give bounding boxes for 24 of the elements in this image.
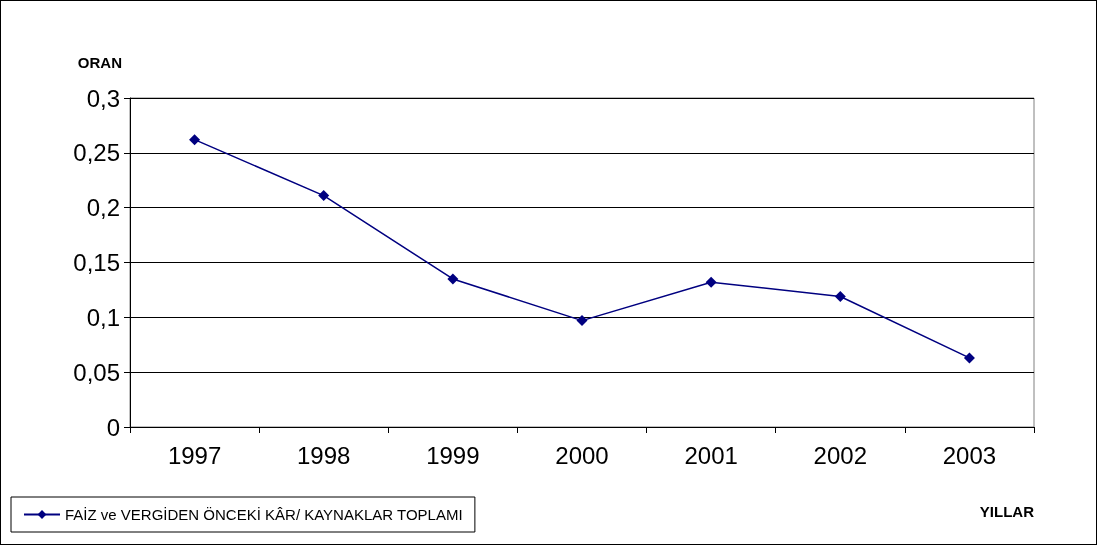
x-tick-label: 1998 — [297, 441, 351, 469]
point — [447, 273, 459, 285]
x-tick-label: 2002 — [813, 441, 867, 469]
point — [963, 352, 975, 364]
y-axis-title: ORAN — [77, 54, 122, 71]
y-tick-label: 0 — [106, 413, 120, 441]
y-tick-label: 0,3 — [86, 84, 120, 112]
x-axis-title: YILLAR — [979, 503, 1035, 520]
point — [189, 134, 201, 146]
y-tick-label: 0,25 — [73, 139, 120, 167]
x-tick-label: 1997 — [167, 441, 222, 469]
point — [705, 276, 717, 288]
x-tick-label: 2001 — [684, 441, 738, 469]
legend-label: FAİZ ve VERGİDEN ÖNCEKİ KÂR/ KAYNAKLAR TOPLAMI — [65, 506, 463, 523]
point — [834, 291, 846, 302]
y-tick-label: 0,2 — [86, 194, 120, 222]
y-tick-label: 0,15 — [73, 249, 120, 276]
x-tick-label: 2000 — [555, 441, 609, 469]
point — [576, 315, 588, 327]
y-tick-label: 0,1 — [86, 303, 120, 331]
point — [318, 190, 330, 202]
x-tick-label: 1999 — [426, 441, 480, 469]
y-tick-label: 0,05 — [73, 358, 120, 386]
x-tick-label: 2003 — [942, 441, 997, 469]
